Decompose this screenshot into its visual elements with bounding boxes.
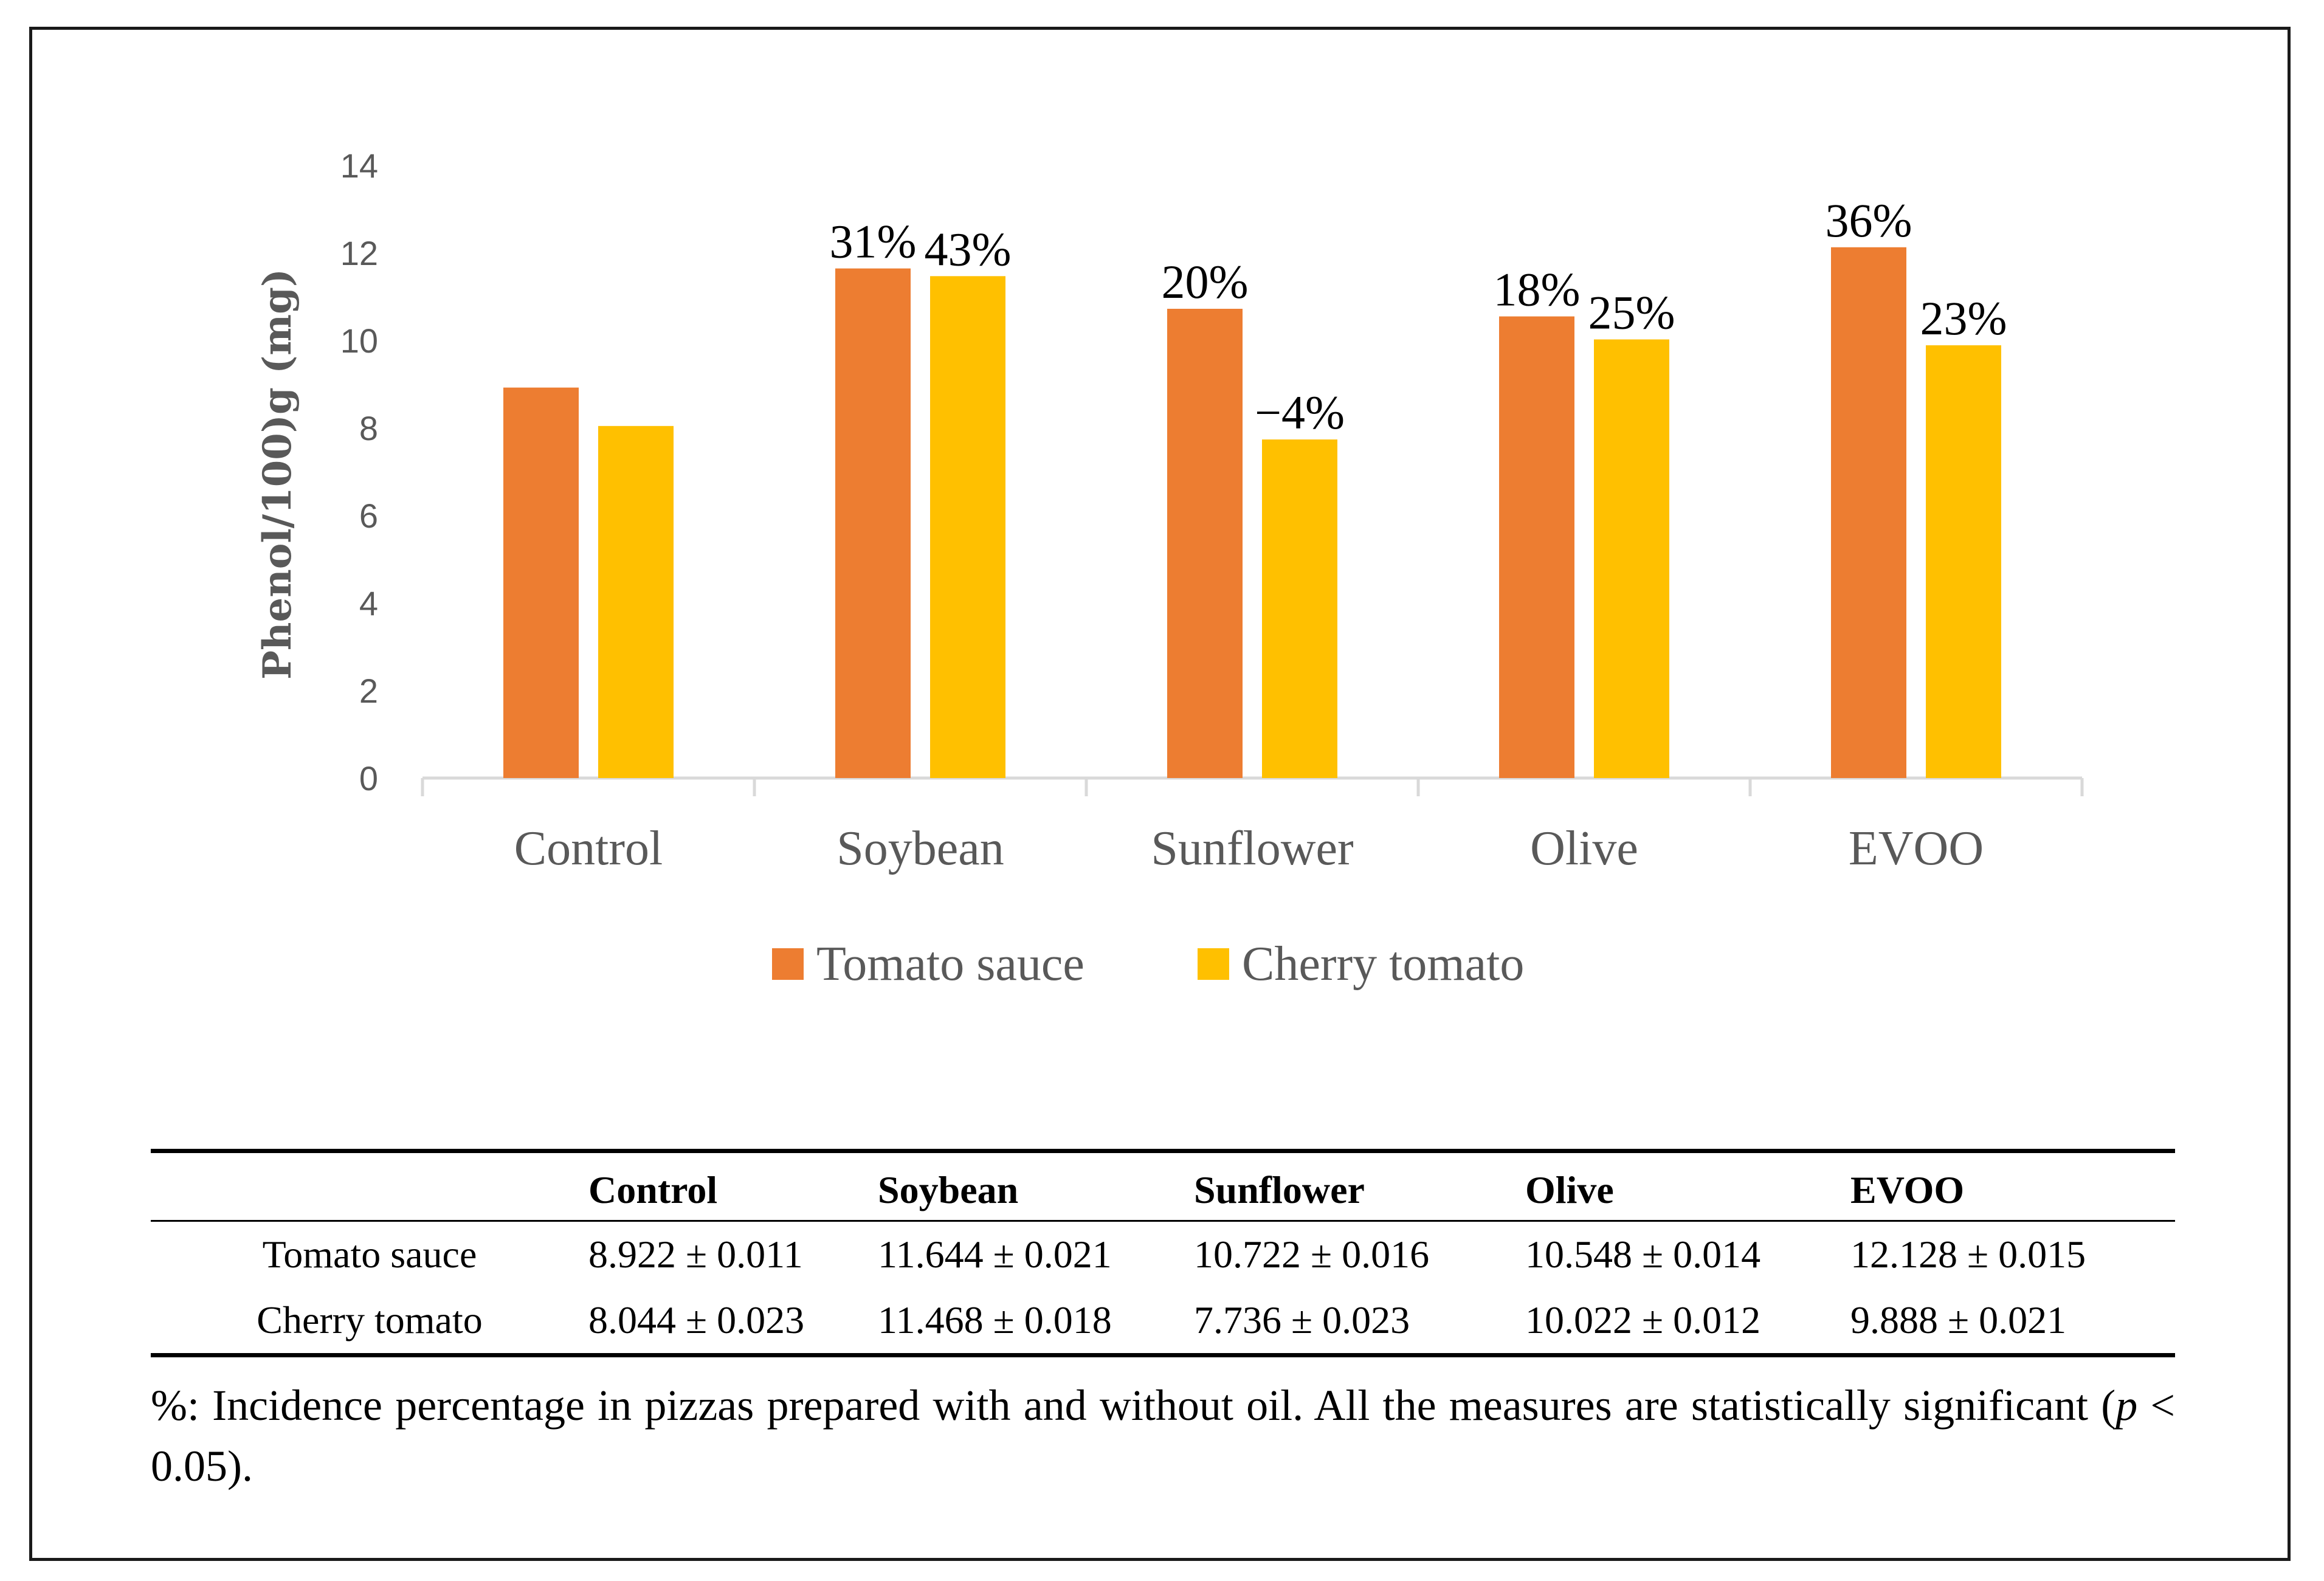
data-label: 25% — [1588, 286, 1675, 339]
bar-chart: 0 2 4 6 8 10 12 14 31% 43% 20% −4% 18% 25% 36%23% Con… — [0, 0, 2324, 1033]
data-label: 31% — [830, 215, 917, 268]
legend-swatch-cherry-tomato — [1198, 948, 1229, 980]
category-label-soybean: Soybean — [836, 822, 1004, 875]
legend-label-tomato-sauce: Tomato sauce — [816, 937, 1084, 991]
table-cell: 7.736 ± 0.023 — [1194, 1287, 1525, 1355]
footnote: %: Incidence percentage in pizzas prepar… — [151, 1375, 2175, 1497]
y-tick-label: 2 — [359, 672, 378, 710]
bar-cherry-tomato-sunflower — [1262, 439, 1337, 778]
data-label: 43% — [925, 222, 1012, 275]
bar-tomato-sauce-evoo — [1831, 247, 1906, 778]
y-tick-label: 14 — [340, 146, 378, 185]
table-cell: 8.922 ± 0.011 — [588, 1221, 878, 1288]
y-axis-ticks: 0 2 4 6 8 10 12 14 — [340, 146, 378, 797]
y-tick-label: 12 — [340, 234, 378, 272]
data-label: 20% — [1162, 255, 1249, 308]
y-tick-label: 0 — [359, 759, 378, 797]
table-header-cell: Sunflower — [1194, 1151, 1525, 1221]
x-axis — [422, 778, 2082, 796]
legend: Tomato sauce Cherry tomato — [772, 937, 1524, 991]
bar-cherry-tomato-control — [598, 426, 674, 778]
category-label-olive: Olive — [1530, 822, 1638, 875]
bar-tomato-sauce-soybean — [835, 269, 911, 778]
bar-tomato-sauce-olive — [1499, 317, 1574, 778]
legend-label-cherry-tomato: Cherry tomato — [1242, 937, 1524, 991]
data-labels: 31% 43% 20% −4% 18% 25% 36%23% — [830, 194, 2007, 439]
bar-cherry-tomato-olive — [1594, 339, 1669, 778]
table-header-cell: Olive — [1525, 1151, 1850, 1221]
category-label-sunflower: Sunflower — [1151, 822, 1353, 875]
table-header-cell — [151, 1151, 588, 1221]
table-row-label: Tomato sauce — [151, 1221, 588, 1288]
bar-cherry-tomato-soybean — [930, 276, 1005, 778]
legend-swatch-tomato-sauce — [772, 948, 804, 980]
table-header-row: Control Soybean Sunflower Olive EVOO — [151, 1151, 2175, 1221]
footnote-p-symbol: p — [2115, 1381, 2137, 1430]
footnote-text: %: Incidence percentage in pizzas prepar… — [151, 1381, 2115, 1430]
y-tick-label: 10 — [340, 322, 378, 360]
table-cell: 10.022 ± 0.012 — [1525, 1287, 1850, 1355]
table-row: Tomato sauce 8.922 ± 0.011 11.644 ± 0.02… — [151, 1221, 2175, 1288]
table-cell: 9.888 ± 0.021 — [1850, 1287, 2175, 1355]
y-tick-label: 4 — [359, 584, 378, 622]
table-cell: 11.468 ± 0.018 — [878, 1287, 1194, 1355]
table-row: Cherry tomato 8.044 ± 0.023 11.468 ± 0.0… — [151, 1287, 2175, 1355]
table-cell: 10.722 ± 0.016 — [1194, 1221, 1525, 1288]
table-cell: 10.548 ± 0.014 — [1525, 1221, 1850, 1288]
table-header-cell: Control — [588, 1151, 878, 1221]
bars — [503, 247, 2001, 778]
bar-tomato-sauce-control — [503, 388, 579, 778]
table-cell: 12.128 ± 0.015 — [1850, 1221, 2175, 1288]
data-label: 23% — [1920, 292, 2007, 345]
table-header-cell: EVOO — [1850, 1151, 2175, 1221]
data-label: −4% — [1255, 386, 1345, 439]
y-axis-title: Phenol/100)g (mg) — [255, 269, 300, 680]
category-label-control: Control — [514, 822, 663, 875]
bar-cherry-tomato-evoo — [1926, 345, 2001, 778]
data-table: Control Soybean Sunflower Olive EVOO Tom… — [151, 1149, 2175, 1357]
table-cell: 11.644 ± 0.021 — [878, 1221, 1194, 1288]
data-label: 18% — [1494, 263, 1581, 316]
category-label-evoo: EVOO — [1849, 822, 1984, 875]
data-label: 36% — [1826, 194, 1912, 247]
table-row-label: Cherry tomato — [151, 1287, 588, 1355]
bar-tomato-sauce-sunflower — [1167, 309, 1243, 778]
y-tick-label: 6 — [359, 497, 378, 535]
table-header-cell: Soybean — [878, 1151, 1194, 1221]
y-tick-label: 8 — [359, 409, 378, 447]
table-cell: 8.044 ± 0.023 — [588, 1287, 878, 1355]
category-labels: Control Soybean Sunflower Olive EVOO — [514, 822, 1984, 875]
